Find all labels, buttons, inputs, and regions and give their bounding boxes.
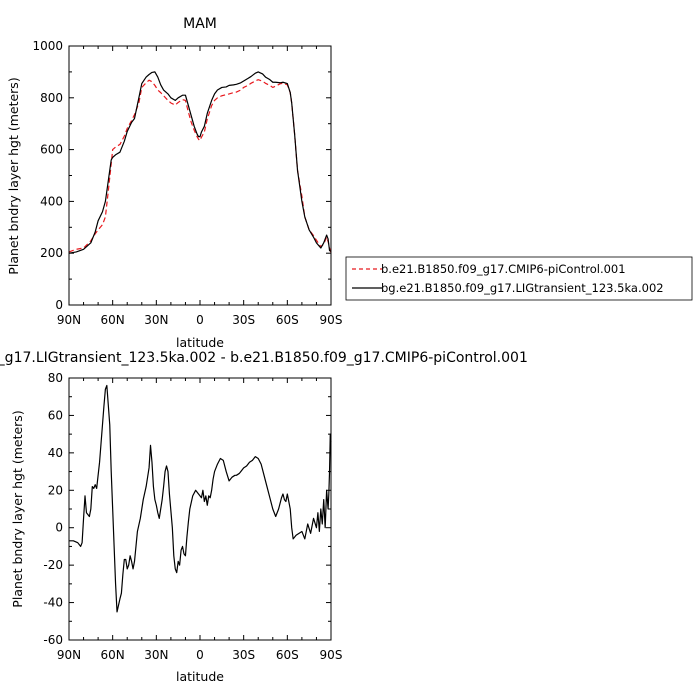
x-tick-label: 30N — [144, 648, 168, 662]
bottom-panel-xlabel: latitude — [176, 669, 224, 684]
legend-entry-picontrol: b.e21.B1850.f09_g17.CMIP6-piControl.001 — [381, 262, 626, 276]
x-tick-label: 90N — [57, 313, 81, 327]
bottom-panel-ticks: 90N 60N 30N 0 30S 60S 90S -60 -40 -20 0 20 40 60 80 — [43, 371, 342, 662]
x-tick-label: 30S — [232, 313, 255, 327]
y-tick-label: 80 — [48, 371, 63, 385]
bottom-panel-frame — [68, 377, 332, 641]
top-panel: MAM 90N 60N 30N 0 30S 60S 90S 0 200 400 600 800 1000… — [6, 16, 342, 350]
top-panel-xlabel: latitude — [176, 335, 224, 350]
y-tick-label: 0 — [55, 298, 63, 312]
y-tick-label: 60 — [48, 408, 63, 422]
x-tick-label: 60N — [101, 648, 125, 662]
x-tick-label: 60S — [276, 313, 299, 327]
x-tick-label: 90N — [57, 648, 81, 662]
x-tick-label: 0 — [196, 313, 204, 327]
legend: b.e21.B1850.f09_g17.CMIP6-piControl.001 … — [345, 256, 693, 301]
x-tick-label: 90S — [320, 648, 343, 662]
top-panel-title: MAM — [183, 16, 217, 32]
y-tick-label: 800 — [40, 91, 63, 105]
top-panel-series — [68, 71, 332, 254]
y-tick-label: -40 — [43, 596, 63, 610]
y-tick-label: -60 — [43, 633, 63, 647]
bottom-panel: bg.e21.B1850.f09_g17.LIGtransient_123.5k… — [0, 350, 528, 684]
y-tick-label: 200 — [40, 246, 63, 260]
x-tick-label: 0 — [196, 648, 204, 662]
x-tick-label: 30N — [144, 313, 168, 327]
top-panel-ticks: 90N 60N 30N 0 30S 60S 90S 0 200 400 600 800 1000 — [32, 39, 342, 327]
series-line-difference — [69, 384, 332, 613]
y-tick-label: 0 — [55, 521, 63, 535]
top-panel-frame — [68, 45, 332, 306]
y-tick-label: 1000 — [32, 39, 63, 53]
bottom-panel-ylabel: Planet bndry layer hgt (meters) — [10, 410, 25, 607]
x-tick-label: 60S — [276, 648, 299, 662]
y-tick-label: 40 — [48, 446, 63, 460]
legend-entry-ligtransient: bg.e21.B1850.f09_g17.LIGtransient_123.5k… — [381, 281, 664, 295]
x-tick-label: 30S — [232, 648, 255, 662]
top-panel-ylabel: Planet bndry layer hgt (meters) — [6, 77, 21, 274]
y-tick-label: 20 — [48, 483, 63, 497]
y-tick-label: -20 — [43, 558, 63, 572]
legend-box — [345, 256, 693, 301]
y-tick-label: 400 — [40, 194, 63, 208]
bottom-panel-title: bg.e21.B1850.f09_g17.LIGtransient_123.5k… — [0, 350, 528, 366]
series-line-ligtransient — [68, 71, 332, 254]
x-tick-label: 60N — [101, 313, 125, 327]
y-tick-label: 600 — [40, 143, 63, 157]
bottom-panel-series — [69, 384, 332, 613]
x-tick-label: 90S — [320, 313, 343, 327]
